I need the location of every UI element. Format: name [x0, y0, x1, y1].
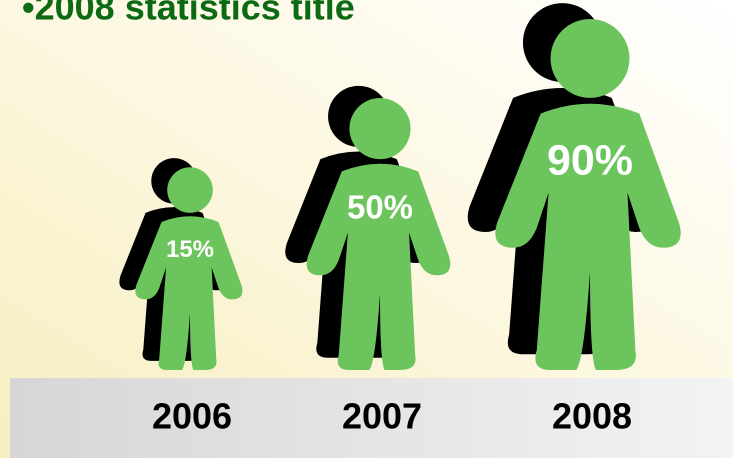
- category-label: 2007: [342, 396, 422, 437]
- value-label: 15%: [166, 236, 214, 263]
- value-label: 90%: [547, 136, 633, 184]
- chart: •2008 statistics title 15% 2006 50% 2007 90%…: [0, 0, 733, 458]
- category-label: 2008: [552, 396, 632, 437]
- chart-title: •2008 statistics title: [22, 0, 355, 28]
- figure-head: [349, 98, 410, 159]
- value-label: 50%: [347, 188, 413, 225]
- figure-head: [551, 19, 630, 98]
- category-label: 2006: [152, 396, 232, 437]
- figure-head: [167, 167, 213, 213]
